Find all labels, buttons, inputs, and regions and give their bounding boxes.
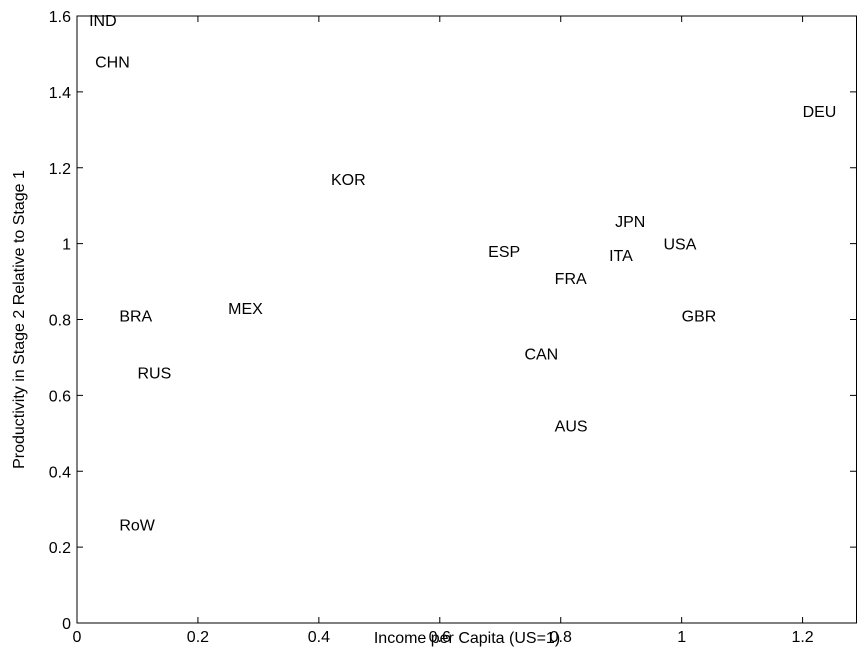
y-tick-label: 1 <box>62 237 71 254</box>
y-axis-title: Productivity in Stage 2 Relative to Stag… <box>11 170 28 469</box>
point-label-bra: BRA <box>119 309 152 326</box>
x-tick-label: 1 <box>677 629 686 646</box>
y-tick-label: 0.8 <box>49 313 71 330</box>
axes: 0 0.2 0.4 0.6 0.8 1 1.2 0 0.2 0.4 0.6 0.8 1 1.2 1.4 1.6 <box>49 9 857 646</box>
y-tick-label: 1.2 <box>49 161 71 178</box>
point-label-mex: MEX <box>228 301 263 318</box>
point-label-ita: ITA <box>609 248 633 265</box>
y-tick-label: 1.4 <box>49 85 71 102</box>
point-label-row: RoW <box>119 517 155 534</box>
x-axis-title: Income per Capita (US=1) <box>374 630 560 647</box>
point-label-gbr: GBR <box>682 309 717 326</box>
point-label-kor: KOR <box>331 172 366 189</box>
point-label-can: CAN <box>524 347 558 364</box>
x-tick-label: 0.2 <box>187 629 209 646</box>
y-tick-label: 0.6 <box>49 388 71 405</box>
point-label-chn: CHN <box>95 55 130 72</box>
point-label-usa: USA <box>664 237 697 254</box>
point-label-ind: IND <box>89 13 117 30</box>
y-tick-label: 1.6 <box>49 9 71 26</box>
x-tick-label: 0 <box>73 629 82 646</box>
data-labels: IND CHN DEU KOR JPN USA ESP ITA FRA MEX BRA GBR CAN R… <box>89 13 836 535</box>
x-tick-label: 0.4 <box>308 629 330 646</box>
x-tick-label: 0.8 <box>550 629 572 646</box>
point-label-rus: RUS <box>137 366 171 383</box>
y-tick-label: 0.4 <box>49 464 71 481</box>
y-tick-label: 0 <box>62 616 71 633</box>
x-tick-label: 1.2 <box>791 629 813 646</box>
x-tick-label: 0.6 <box>429 629 451 646</box>
point-label-jpn: JPN <box>615 214 645 231</box>
plot-frame <box>76 15 857 624</box>
point-label-aus: AUS <box>555 419 588 436</box>
point-label-fra: FRA <box>555 271 587 288</box>
y-tick-label: 0.2 <box>49 540 71 557</box>
point-label-esp: ESP <box>488 244 520 261</box>
point-label-deu: DEU <box>803 104 837 121</box>
